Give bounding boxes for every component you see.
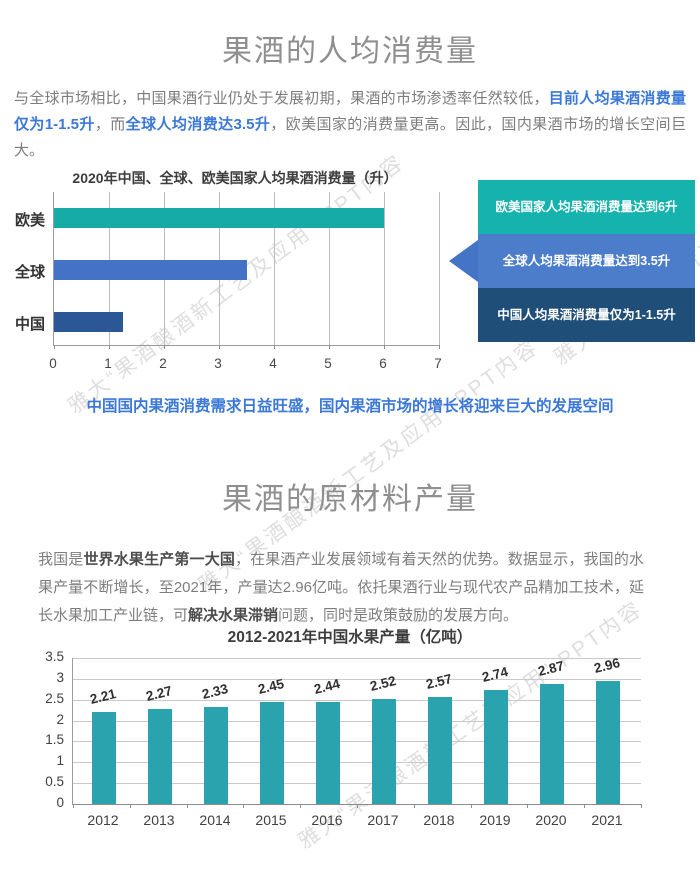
tick-mark — [219, 345, 220, 349]
callout-box-china: 中国人均果酒消费量仅为1-1.5升 — [478, 288, 695, 342]
section2-title: 果酒的原材料产量 — [222, 483, 478, 516]
paragraph-text: ，在果酒产业发展领域有着天然的优势。数据显示，我国的水果产量不断增长，至2021… — [38, 551, 644, 624]
axis-tick-label: 2018 — [423, 812, 455, 828]
axis-tick-label: 0 — [49, 356, 57, 371]
axis-tick-label: 0 — [56, 795, 64, 810]
gridline — [329, 192, 330, 345]
tick-mark — [300, 804, 301, 808]
chart2-bar — [484, 690, 508, 804]
paragraph-bold: 世界水果生产第一大国 — [83, 551, 235, 568]
section1-title: 果酒的人均消费量 — [222, 35, 478, 68]
paragraph-text: 问题，同时是政策鼓励的发展方向。 — [278, 607, 519, 624]
axis-tick-label: 0.5 — [45, 774, 64, 789]
axis-tick-label: 5 — [324, 356, 332, 371]
tick-mark — [384, 345, 385, 349]
chart2-bar — [596, 681, 620, 804]
axis-tick-label: 2016 — [311, 812, 343, 828]
tick-mark — [329, 345, 330, 349]
axis-tick-label: 2 — [56, 712, 64, 727]
gridline — [73, 762, 641, 763]
tick-mark — [357, 804, 358, 808]
paragraph-highlight: 全球人均消费达3.5升 — [125, 116, 271, 133]
axis-tick-label: 3 — [214, 356, 222, 371]
axis-tick-label: 1 — [104, 356, 112, 371]
chart2-bar — [372, 699, 396, 804]
paragraph-text: ，欧美国家的消费量更高。因此，国内果酒市场的增长空间巨大。 — [14, 116, 686, 159]
chart1-plot — [53, 192, 440, 349]
callout-box-europe-america: 欧美国家人均果酒消费量达到6升 — [478, 180, 695, 234]
axis-tick-label: 4 — [269, 356, 277, 371]
chart2-bar — [540, 684, 564, 804]
axis-tick-label: 2021 — [591, 812, 623, 828]
gridline — [73, 783, 641, 784]
axis-tick-label: 2013 — [143, 812, 175, 828]
axis-tick-label: 7 — [434, 356, 442, 371]
callout-group: 欧美国家人均果酒消费量达到6升 全球人均果酒消费量达到3.5升 中国人均果酒消费… — [449, 180, 695, 342]
tick-mark — [164, 345, 165, 349]
tick-mark — [471, 804, 472, 808]
paragraph-text: 我国是 — [38, 551, 84, 568]
chart2-bar — [260, 702, 284, 804]
section1-paragraph: 与全球市场相比，中国果酒行业仍处于发展初期，果酒的市场渗透率任然较低，目前人均果… — [14, 86, 686, 164]
section1-slogan: 中国国内果酒消费需求日益旺盛，国内果酒市场的增长将迎来巨大的发展空间 — [86, 398, 614, 415]
paragraph-text: ，而 — [94, 116, 126, 133]
tick-mark — [414, 804, 415, 808]
chart2-title: 2012-2021年中国水果产量（亿吨） — [227, 629, 473, 646]
tick-mark — [243, 804, 244, 808]
chart2-bar — [92, 712, 116, 804]
section2-paragraph: 我国是世界水果生产第一大国，在果酒产业发展领域有着天然的优势。数据显示，我国的水… — [38, 546, 644, 630]
chart2-bar — [316, 702, 340, 804]
gridline — [73, 679, 641, 680]
axis-tick-label: 2012 — [87, 812, 119, 828]
tick-mark — [439, 345, 440, 349]
chart1-bar — [54, 312, 123, 332]
callout-arrow-icon — [449, 240, 478, 282]
tick-mark — [274, 345, 275, 349]
tick-mark — [130, 804, 131, 808]
tick-mark — [187, 804, 188, 808]
axis-tick-label: 3 — [56, 670, 64, 685]
tick-mark — [641, 804, 642, 808]
tick-mark — [73, 804, 74, 808]
axis-tick-label: 2019 — [479, 812, 511, 828]
category-label: 全球 — [14, 264, 45, 281]
paragraph-bold: 解决水果滞销 — [188, 607, 279, 624]
callout-box-global: 全球人均果酒消费量达到3.5升 — [478, 234, 695, 288]
paragraph-highlight: 目前人均果酒消费量仅为1-1.5升 — [14, 90, 686, 133]
axis-tick-label: 2014 — [199, 812, 231, 828]
chart2-bar — [204, 707, 228, 804]
tick-mark — [584, 804, 585, 808]
gridline — [439, 192, 440, 345]
gridline — [73, 721, 641, 722]
axis-tick-label: 2020 — [535, 812, 567, 828]
gridline — [73, 658, 641, 659]
axis-tick-label: 1.5 — [45, 732, 64, 747]
chart2-bar — [428, 697, 452, 804]
tick-mark — [109, 345, 110, 349]
chart1-bar — [54, 208, 384, 228]
gridline — [73, 741, 641, 742]
tick-mark — [527, 804, 528, 808]
axis-tick-label: 2017 — [367, 812, 399, 828]
axis-tick-label: 1 — [56, 753, 64, 768]
chart1-title: 2020年中国、全球、欧美国家人均果酒消费量（升） — [72, 170, 398, 186]
chart2-plot — [72, 658, 642, 808]
axis-tick-label: 3.5 — [45, 649, 64, 664]
paragraph-text: 与全球市场相比，中国果酒行业仍处于发展初期，果酒的市场渗透率任然较低， — [14, 90, 549, 107]
axis-tick-label: 2.5 — [45, 691, 64, 706]
chart1-bar — [54, 260, 247, 280]
axis-tick-label: 6 — [379, 356, 387, 371]
gridline — [73, 700, 641, 701]
gridline — [274, 192, 275, 345]
category-label: 中国 — [14, 316, 45, 333]
axis-tick-label: 2 — [159, 356, 167, 371]
chart1-per-capita-consumption: 2020年中国、全球、欧美国家人均果酒消费量（升） 欧美全球中国 0 1 2 3 4 5 6… — [0, 160, 700, 396]
category-label: 欧美 — [14, 212, 45, 229]
chart2-fruit-output: 2012-2021年中国水果产量（亿吨） 3.5 3 2.5 2 1.5 1 0.5 0 20… — [0, 620, 700, 865]
chart2-bar — [148, 709, 172, 804]
axis-tick-label: 2015 — [255, 812, 287, 828]
tick-mark — [54, 345, 55, 349]
gridline — [384, 192, 385, 345]
